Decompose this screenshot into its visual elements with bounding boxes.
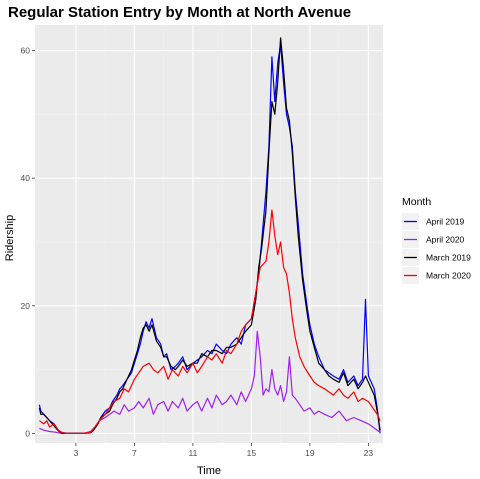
y-axis-title: Ridership bbox=[4, 215, 16, 261]
series-line-april-2020 bbox=[39, 330, 381, 434]
y-tick-label: 60 bbox=[21, 46, 31, 56]
x-axis-title: Time bbox=[197, 465, 221, 477]
y-tick-label: 40 bbox=[21, 173, 31, 183]
legend-title: Month bbox=[402, 196, 431, 208]
legend-label: April 2020 bbox=[426, 235, 465, 245]
x-tick-label: 11 bbox=[189, 448, 198, 458]
legend: Month April 2019 April 2020 March 2019 Marc… bbox=[402, 196, 471, 284]
legend-label: March 2020 bbox=[426, 271, 471, 281]
x-tick-label: 15 bbox=[247, 448, 257, 458]
chart-title: Regular Station Entry by Month at North … bbox=[8, 4, 351, 21]
x-tick-label: 23 bbox=[364, 448, 374, 458]
x-tick-label: 7 bbox=[132, 448, 137, 458]
plot-panel bbox=[35, 25, 383, 443]
series-lines bbox=[38, 37, 381, 434]
grid-lines bbox=[35, 25, 383, 443]
x-tick-label: 3 bbox=[74, 448, 79, 458]
y-tick-label: 20 bbox=[21, 301, 31, 311]
legend-items: April 2019 April 2020 March 2019 March 2020 bbox=[402, 213, 471, 284]
y-tick-label: 0 bbox=[25, 428, 30, 438]
legend-label: April 2019 bbox=[426, 217, 465, 227]
series-line-march-2020 bbox=[39, 209, 381, 434]
y-axis-ticks: 0 20 40 60 bbox=[21, 46, 35, 438]
legend-label: March 2019 bbox=[426, 253, 471, 263]
x-axis-ticks: 3 7 11 15 19 23 bbox=[74, 443, 374, 458]
x-tick-label: 19 bbox=[305, 448, 315, 458]
